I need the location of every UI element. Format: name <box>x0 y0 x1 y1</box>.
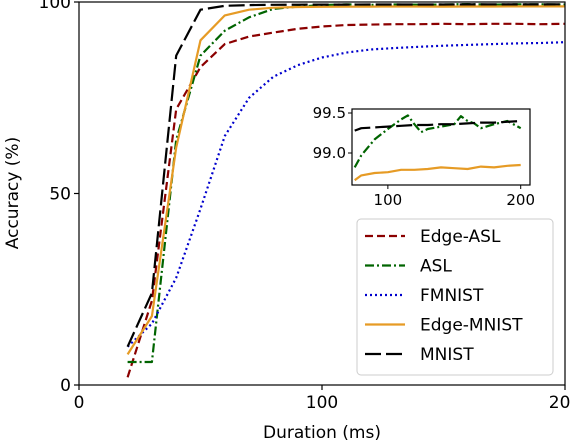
main-series-group <box>126 2 566 378</box>
inset-series-line-edge-mnist <box>354 163 521 182</box>
series-line-edge-asl <box>126 22 566 378</box>
inset-x-tick-label: 100 <box>374 191 403 209</box>
series-line-fmnist <box>126 41 566 348</box>
x-tick-label: 0 <box>74 393 85 413</box>
legend-label-fmnist: FMNIST <box>420 286 484 306</box>
legend: Edge-ASL ASL FMNIST Edge-MNIST MNIST <box>356 218 554 376</box>
inset-frame <box>351 108 531 186</box>
inset-y-tick-label: 99.0 <box>313 144 346 162</box>
axis-ticks: 0 100 200 0 50 100 <box>39 0 570 413</box>
legend-label-edge-asl: Edge-ASL <box>420 227 501 247</box>
legend-box <box>356 218 554 376</box>
legend-label-mnist: MNIST <box>420 345 474 365</box>
x-axis-label: Duration (ms) <box>263 423 381 442</box>
y-axis-label: Accuracy (%) <box>3 137 23 249</box>
y-tick-label: 0 <box>60 376 71 396</box>
inset-series-line-mnist <box>354 119 521 132</box>
inset-plot: 100 200 99.0 99.5 <box>313 104 535 209</box>
legend-label-edge-mnist: Edge-MNIST <box>420 316 523 336</box>
x-tick-label: 200 <box>549 393 570 413</box>
series-line-mnist <box>126 3 566 348</box>
inset-x-tick-label: 200 <box>506 191 535 209</box>
y-tick-label: 100 <box>39 0 71 13</box>
series-line-edge-mnist <box>126 5 565 355</box>
inset-y-tick-label: 99.5 <box>313 104 346 122</box>
legend-label-asl: ASL <box>420 257 452 277</box>
y-tick-label: 50 <box>49 185 71 205</box>
x-tick-label: 100 <box>306 393 338 413</box>
